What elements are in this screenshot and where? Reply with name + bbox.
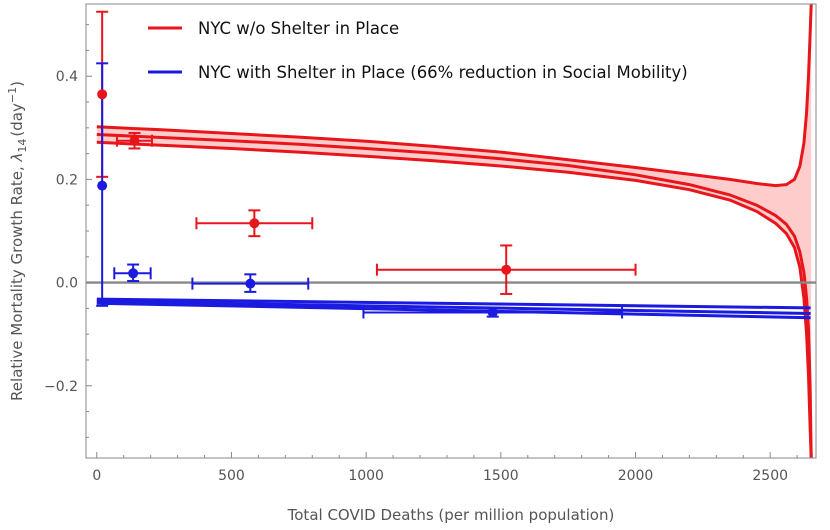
red-model-upper-curve [96,3,813,188]
red-data-point-3 [501,264,512,275]
model-curves-layer [96,3,813,459]
x-tick-label: 500 [218,468,245,484]
x-tick-label: 1500 [483,468,519,484]
y-axis-label-symbol: λ [8,153,26,163]
x-tick-label: 1000 [348,468,384,484]
x-tick-label: 2500 [752,468,788,484]
red-data-point-1 [129,135,140,146]
blue-model-lower-curve [96,301,811,320]
legend-label-blue: NYC with Shelter in Place (66% reduction… [198,63,688,82]
red-model-center-curve [96,133,813,459]
y-tick-label: −0.2 [44,379,78,395]
red-data-point-2 [249,218,260,229]
blue-model-center-curve [96,299,811,315]
legend-label-red: NYC w/o Shelter in Place [198,19,399,38]
x-tick-label: 2000 [618,468,654,484]
y-axis-label-close: ) [8,81,26,87]
x-axis-label: Total COVID Deaths (per million populati… [287,506,615,524]
x-axis-ticks: 0 500 1000 1500 2000 2500 [92,452,798,484]
y-axis-label-unit: (day [8,103,26,137]
blue-data-point-2 [245,278,256,289]
blue-data-point-0 [97,180,108,191]
y-axis-label-prefix: Relative Mortality Growth Rate, [8,161,26,400]
data-points-layer [97,89,512,318]
y-tick-label: 0.2 [56,172,78,188]
y-tick-label: 0.0 [56,276,78,292]
legend: NYC w/o Shelter in Place NYC with Shelte… [148,19,688,82]
x-tick-label: 0 [92,468,101,484]
y-axis-ticks: −0.2 0.0 0.2 0.4 [44,24,92,438]
red-model-lower-curve [96,140,813,459]
y-axis-label: Relative Mortality Growth Rate, λ14 (day−… [6,81,29,401]
y-axis-label-exponent: −1 [6,87,19,103]
y-tick-label: 0.4 [56,69,78,85]
blue-data-point-1 [128,268,139,279]
blue-model-upper-curve [96,297,811,310]
blue-data-point-3 [487,307,498,318]
red-data-point-0 [97,89,108,100]
y-axis-label-subscript: 14 [16,139,29,153]
